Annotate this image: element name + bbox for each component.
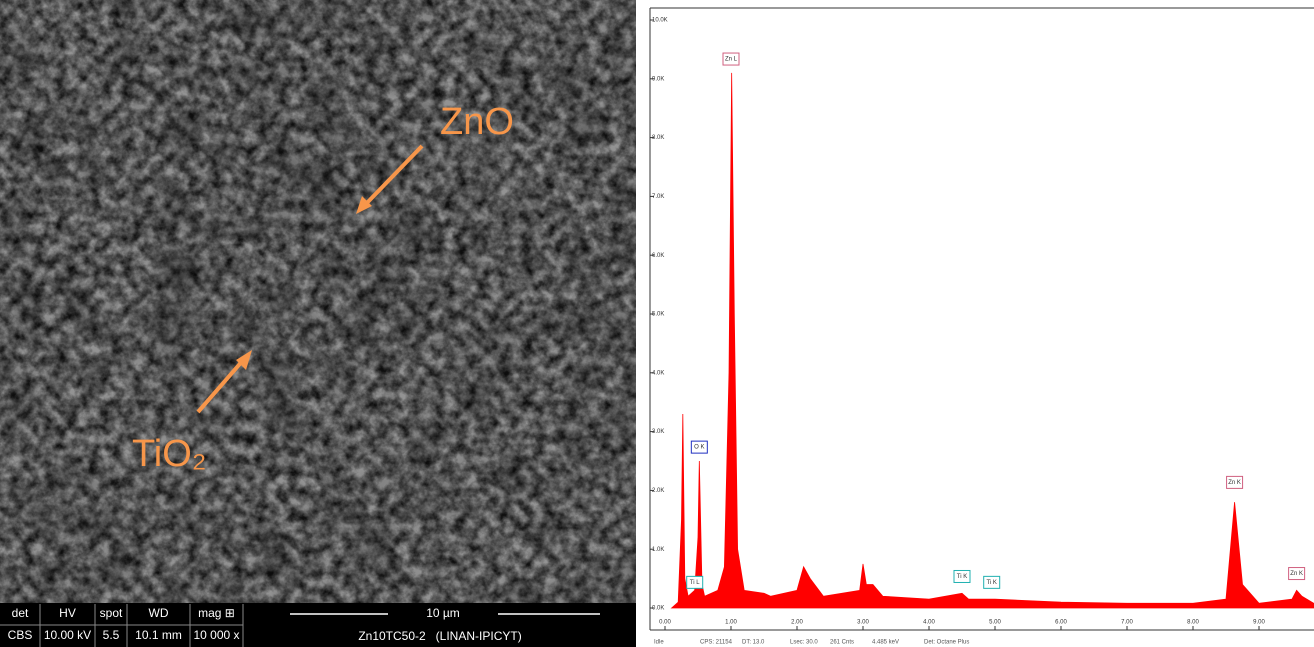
peak-label: Zn K	[1290, 571, 1303, 577]
info-value: 5.5	[103, 628, 120, 642]
y-tick-label: 8.0K	[652, 135, 664, 141]
status-text: 4.485 keV	[872, 640, 899, 646]
status-text: 261 Cnts	[830, 640, 854, 646]
info-value: CBS	[8, 628, 33, 642]
info-value: 10 000 x	[193, 628, 239, 642]
peak-label: Ti K	[986, 580, 996, 586]
x-tick-label: 1.00	[725, 620, 737, 626]
x-tick-label: 5.00	[989, 620, 1001, 626]
peak-label: Zn K	[1228, 480, 1241, 486]
y-tick-label: 1.0K	[652, 547, 664, 553]
info-value: 10.00 kV	[44, 628, 91, 642]
eds-background	[641, 0, 1314, 647]
y-tick-label: 4.0K	[652, 370, 664, 376]
eds-panel: 0.0K 1.0K 2.0K 3.0K 4.0K 5.0K 6.0K 7.0K 8.0K 9.0K…	[641, 0, 1314, 647]
y-tick-label: 10.0K	[652, 18, 668, 24]
figure: ZnO TiO₂ det CBS HV 10.00 kV spot 5.5 WD 10.1 m…	[0, 0, 1314, 647]
status-text: Det: Octane Plus	[924, 640, 969, 646]
y-tick-label: 6.0K	[652, 253, 664, 259]
x-tick-label: 2.00	[791, 620, 803, 626]
x-tick-label: 4.00	[923, 620, 935, 626]
x-tick-label: 8.00	[1187, 620, 1199, 626]
y-tick-label: 7.0K	[652, 194, 664, 200]
y-tick-label: 3.0K	[652, 429, 664, 435]
y-tick-label: 2.0K	[652, 488, 664, 494]
y-tick-label: 5.0K	[652, 312, 664, 318]
info-header: spot	[100, 606, 123, 620]
y-tick-label: 0.0K	[652, 606, 664, 612]
sample-name: Zn10TC50-2 (LINAN-IPICYT)	[358, 629, 521, 643]
peak-label: Zn L	[725, 57, 738, 63]
peak-label: O K	[694, 445, 704, 451]
status-text: CPS: 21154	[700, 640, 733, 646]
x-tick-label: 0.00	[659, 620, 671, 626]
sem-panel: ZnO TiO₂ det CBS HV 10.00 kV spot 5.5 WD 10.1 m…	[0, 0, 636, 647]
y-tick-label: 9.0K	[652, 76, 664, 82]
status-text: DT: 13.0	[742, 640, 765, 646]
info-header: det	[12, 606, 29, 620]
annotation: TiO₂	[132, 433, 207, 475]
x-tick-label: 6.00	[1055, 620, 1067, 626]
status-text: Lsec: 30.0	[790, 640, 818, 646]
scale-bar-label: 10 µm	[426, 606, 460, 620]
x-tick-label: 7.00	[1121, 620, 1133, 626]
peak-label: Ti K	[957, 574, 967, 580]
info-header: HV	[59, 606, 76, 620]
info-value: 10.1 mm	[135, 628, 182, 642]
sem-texture	[0, 0, 636, 603]
x-tick-label: 3.00	[857, 620, 869, 626]
peak-label: Ti L	[690, 580, 700, 586]
x-tick-label: 9.00	[1253, 620, 1265, 626]
status-text: Idle	[654, 640, 664, 646]
info-header: WD	[149, 606, 169, 620]
info-header: mag ⊞	[198, 606, 235, 620]
annotation: ZnO	[440, 101, 514, 143]
